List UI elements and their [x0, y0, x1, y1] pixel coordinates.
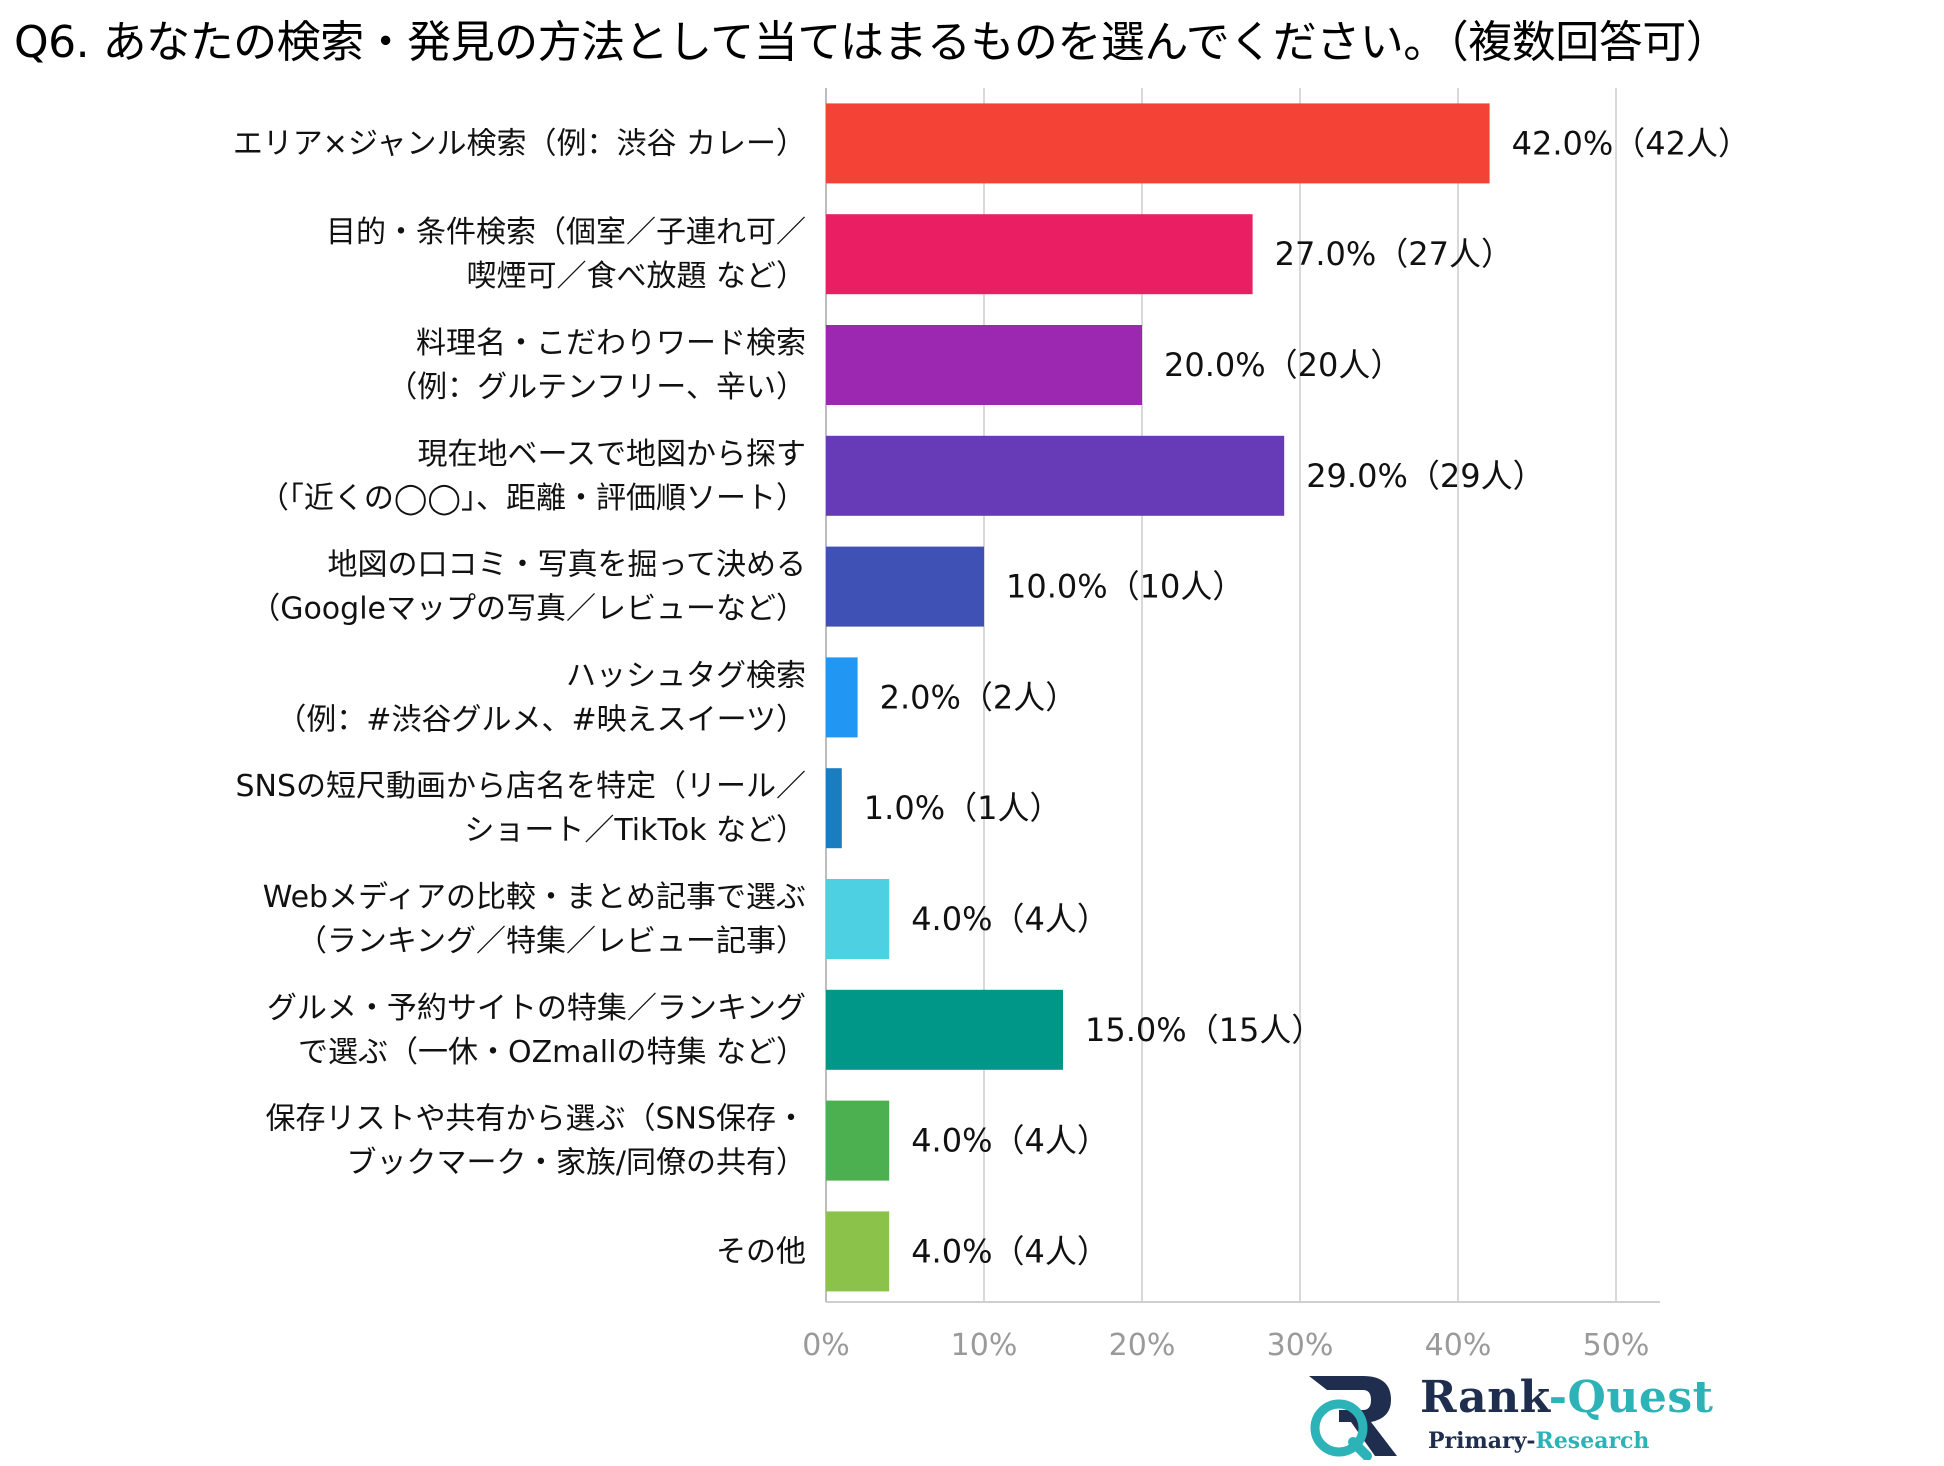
data-label: 15.0%（15人）	[1085, 1011, 1323, 1049]
x-tick-label: 20%	[1109, 1328, 1176, 1363]
rank-quest-logo-mark-icon	[1309, 1376, 1397, 1460]
bar	[826, 1211, 890, 1292]
bar	[826, 103, 1490, 184]
logo-wordmark: Rank-Quest	[1420, 1372, 1714, 1423]
bar	[826, 325, 1142, 405]
bar-chart: エリア×ジャンル検索（例：渋谷 カレー） 目的・条件検索（個室／子連れ可／ 喫煙可／…	[233, 88, 1750, 1363]
category-label: 保存リストや共有から選ぶ（SNS保存・	[265, 1102, 806, 1137]
x-tick-label: 50%	[1583, 1328, 1650, 1363]
value-labels: 42.0%（42人） 27.0%（27人） 20.0%（20人） 29.0%（29人）…	[864, 124, 1750, 1270]
x-tick-label: 10%	[951, 1328, 1018, 1363]
bar	[826, 879, 890, 959]
data-label: 4.0%（4人）	[911, 1232, 1109, 1270]
chart-title: Q6. あなたの検索・発見の方法として当てはまるものを選んでください。（複数回答…	[14, 17, 1730, 68]
x-tick-label: 0%	[802, 1328, 850, 1363]
category-label: 現在地ベースで地図から探す	[418, 437, 807, 472]
bar	[826, 546, 984, 627]
bar	[826, 989, 1063, 1070]
category-label: （Googleマップの写真／レビューなど）	[250, 592, 806, 627]
bar	[826, 214, 1253, 295]
x-axis-ticks: 0% 10% 20% 30% 40% 50%	[802, 1328, 1649, 1363]
category-label: （ランキング／特集／レビュー記事）	[297, 924, 806, 959]
category-label: 料理名・こだわりワード検索	[416, 326, 806, 361]
category-labels: エリア×ジャンル検索（例：渋谷 カレー） 目的・条件検索（個室／子連れ可／ 喫煙可／…	[233, 126, 806, 1269]
bar	[826, 435, 1285, 516]
data-label: 42.0%（42人）	[1512, 124, 1750, 162]
data-label: 20.0%（20人）	[1164, 346, 1402, 384]
category-label: SNSの短尺動画から店名を特定（リール／	[235, 769, 806, 804]
data-label: 2.0%（2人）	[880, 678, 1078, 716]
rank-quest-logo: Rank-Quest Primary-Research	[1305, 1370, 1713, 1460]
category-label: （例：グルテンフリー、辛い）	[387, 370, 806, 405]
bar	[826, 657, 858, 738]
category-label: （「近くの◯◯」、距離・評価順ソート）	[259, 481, 806, 516]
category-label: ショート／TikTok など）	[464, 813, 806, 848]
x-tick-label: 40%	[1425, 1328, 1492, 1363]
bars	[826, 103, 1490, 1292]
data-label: 10.0%（10人）	[1006, 568, 1244, 606]
category-label: で選ぶ（一休・OZmallの特集 など）	[298, 1035, 806, 1070]
data-label: 4.0%（4人）	[911, 1122, 1109, 1160]
category-label: ハッシュタグ検索	[566, 658, 806, 693]
bar	[826, 768, 842, 849]
category-label: （例：#渋谷グルメ、#映えスイーツ）	[276, 702, 806, 737]
bar	[826, 1100, 890, 1181]
category-label: グルメ・予約サイトの特集／ランキング	[267, 991, 806, 1026]
category-label: 地図の口コミ・写真を掘って決める	[328, 548, 807, 583]
logo-subtitle: Primary-Research	[1428, 1428, 1650, 1454]
x-tick-label: 30%	[1267, 1328, 1334, 1363]
category-label: その他	[716, 1234, 806, 1269]
category-label: エリア×ジャンル検索（例：渋谷 カレー）	[233, 126, 806, 161]
data-label: 1.0%（1人）	[864, 789, 1062, 827]
data-label: 27.0%（27人）	[1275, 235, 1513, 273]
category-label: Webメディアの比較・まとめ記事で選ぶ	[263, 880, 806, 915]
data-label: 29.0%（29人）	[1306, 457, 1544, 495]
category-label: 目的・条件検索（個室／子連れ可／	[326, 215, 806, 250]
category-label: 喫煙可／食べ放題 など）	[466, 259, 806, 294]
category-label: ブックマーク・家族/同僚の共有）	[346, 1146, 806, 1181]
data-label: 4.0%（4人）	[911, 900, 1109, 938]
